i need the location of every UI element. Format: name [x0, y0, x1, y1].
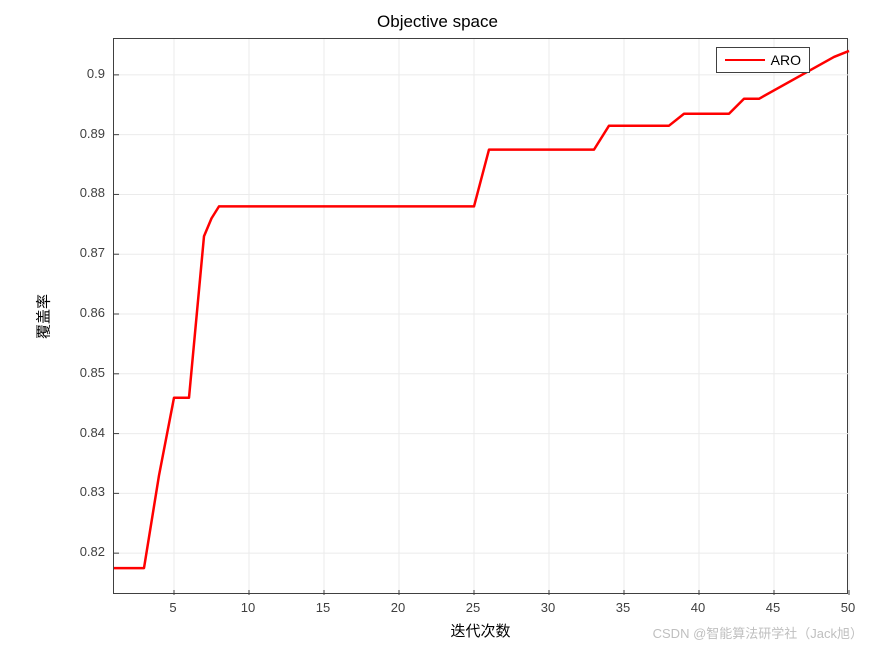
legend-label: ARO: [771, 52, 801, 68]
series-line-aro: [114, 51, 849, 568]
x-tick-label: 25: [458, 600, 488, 615]
y-tick-label: 0.85: [65, 365, 105, 380]
x-tick-label: 35: [608, 600, 638, 615]
y-tick-label: 0.87: [65, 245, 105, 260]
legend: ARO: [716, 47, 810, 73]
y-tick-label: 0.89: [65, 126, 105, 141]
y-tick-label: 0.82: [65, 544, 105, 559]
y-tick-label: 0.86: [65, 305, 105, 320]
x-tick-label: 5: [158, 600, 188, 615]
chart-title: Objective space: [0, 12, 875, 32]
y-tick-label: 0.88: [65, 185, 105, 200]
plot-svg: [114, 39, 849, 595]
y-tick-label: 0.83: [65, 484, 105, 499]
figure: Objective space ARO 覆盖率 迭代次数 0.820.830.8…: [0, 0, 875, 656]
legend-line-icon: [725, 59, 765, 61]
plot-area: ARO: [113, 38, 848, 594]
x-tick-label: 50: [833, 600, 863, 615]
y-tick-label: 0.84: [65, 425, 105, 440]
x-tick-label: 30: [533, 600, 563, 615]
y-tick-label: 0.9: [65, 66, 105, 81]
x-tick-label: 45: [758, 600, 788, 615]
y-axis-label: 覆盖率: [33, 217, 54, 417]
x-tick-label: 15: [308, 600, 338, 615]
watermark-text: CSDN @智能算法研学社（Jack旭）: [653, 623, 863, 642]
x-tick-label: 10: [233, 600, 263, 615]
x-tick-label: 20: [383, 600, 413, 615]
x-tick-label: 40: [683, 600, 713, 615]
